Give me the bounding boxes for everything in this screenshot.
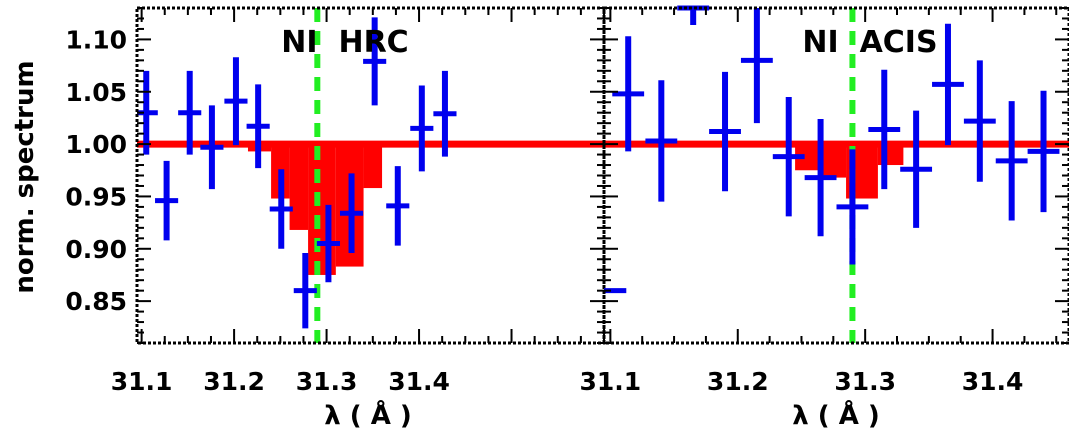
x-tick-label: 31.1 (111, 367, 173, 396)
model-absorption-hrc (247, 144, 383, 275)
panel-title-hrc: NI HRC (281, 25, 408, 60)
data-point (963, 60, 996, 182)
x-axis-title-acis: λ ( Å ) (792, 399, 880, 431)
x-tick-label: 31.1 (580, 367, 642, 396)
y-tick-label: 1.05 (65, 78, 127, 107)
data-point (709, 71, 741, 192)
data-point (178, 70, 202, 155)
data-point (612, 36, 645, 152)
y-tick-label: 1.00 (65, 130, 127, 159)
y-tick-label: 0.95 (65, 182, 127, 211)
y-tick-label: 0.90 (65, 235, 127, 264)
data-point (269, 169, 293, 249)
data-point (246, 84, 270, 169)
model-bin (308, 144, 336, 275)
data-point (868, 69, 901, 190)
x-tick-label: 31.2 (203, 367, 265, 396)
data-point (677, 5, 710, 25)
data-points-hrc (137, 17, 457, 329)
model-bin (363, 144, 383, 189)
x-tick-label: 31.2 (707, 367, 769, 396)
data-point (995, 101, 1028, 221)
x-tick-label: 31.4 (962, 367, 1024, 396)
data-point (224, 57, 248, 146)
data-point (316, 204, 340, 283)
data-point (339, 173, 364, 253)
y-tick-label: 1.10 (65, 25, 127, 54)
data-point (386, 166, 410, 246)
y-tick-label: 0.85 (65, 287, 127, 316)
x-tick-label: 31.4 (388, 367, 450, 396)
data-point (1027, 90, 1060, 213)
data-point (836, 149, 869, 265)
axes-acis: 31.1 31.2 31.3 31.4 (580, 6, 1069, 396)
data-point (293, 252, 317, 329)
data-point (932, 23, 964, 146)
data-point (410, 85, 434, 172)
x-tick-label: 31.3 (834, 367, 896, 396)
x-axis-title-hrc: λ ( Å ) (324, 399, 412, 431)
data-point (363, 17, 387, 106)
data-point (200, 105, 224, 190)
x-tick-label: 31.3 (296, 367, 358, 396)
data-points-acis (604, 5, 1060, 294)
data-point (804, 118, 837, 237)
panel-title-acis: NI ACIS (802, 25, 937, 60)
axes-hrc: 31.1 31.2 31.3 31.4 0.85 0.90 0.95 1.00 1.05 1.10 (65, 6, 606, 396)
data-point (900, 110, 933, 228)
model-bin (289, 144, 309, 230)
data-point (645, 80, 678, 202)
model-bin (820, 144, 847, 178)
data-point (740, 8, 773, 124)
data-point (433, 70, 457, 157)
y-axis-title: norm. spectrum (10, 60, 40, 293)
panel-acis: 31.1 31.2 31.3 31.4 NI ACIS (580, 5, 1069, 396)
data-point (155, 160, 179, 241)
data-point (772, 96, 805, 217)
panel-hrc: 31.1 31.2 31.3 31.4 0.85 0.90 0.95 1.00 1.05 1.10… (65, 6, 606, 396)
